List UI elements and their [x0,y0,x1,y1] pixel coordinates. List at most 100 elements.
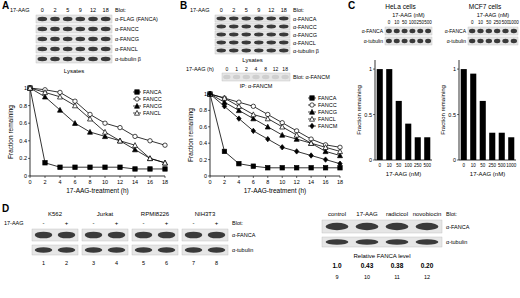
sign-label: + [65,220,69,226]
marker [148,167,152,171]
panel-label: C [348,0,355,11]
y-tick-label: 0.5 [364,112,372,118]
bar [508,137,514,160]
marker [265,124,270,129]
level-value: 1.0 [332,262,341,269]
blot-band [254,25,264,29]
chart-title: MCF7 cells [469,3,502,10]
blot-band [409,39,415,43]
blot-band [386,29,392,33]
bar [396,101,402,160]
blot-band [38,17,48,21]
marker [222,96,227,101]
x-tick-label: 0 [28,179,31,185]
blot-row-label: α-tubulin [232,247,253,253]
x-tick-label: 16 [322,179,328,185]
lane-label: 1 [235,66,238,72]
blot-band [88,17,98,21]
x-tick [311,176,312,178]
marker [222,104,226,109]
marker [309,141,314,146]
blot-band [229,49,239,53]
legend-label: FANCC [143,96,162,102]
y-tick [208,126,210,127]
y-tick-label: 0.8 [199,107,207,113]
y-axis-label: Fraction remaining [7,105,15,159]
sign-label: + [165,220,169,226]
x-axis-label: 17-AAG-treatment (h) [66,187,129,195]
x-tick-label: 50 [480,163,486,168]
blot-band [254,33,264,37]
treatment-label: 17-AAG (nM) [477,12,510,18]
x-axis [459,160,516,161]
drug-label: radicicol [386,211,408,217]
y-tick [28,105,30,106]
blot-band [88,57,98,61]
y-tick-label: 0.5 [448,112,456,118]
cell-line-label: NIH3T3 [195,211,216,217]
bar [405,124,411,160]
blot-band [38,37,48,41]
lane-label: 2 [245,66,248,72]
blot-band [35,232,52,239]
blot-header: Blot: [293,7,304,13]
x-tick-label: 500 [498,163,506,168]
y-axis-label: Fraction remaining [356,85,362,135]
sign-label: + [115,220,119,226]
y-tick [208,159,210,160]
marker [133,134,137,138]
x-tick-label: 12 [117,179,123,185]
legend-label: FANCG [143,103,162,109]
blot-band [267,33,277,37]
y-tick [373,160,375,161]
lane-label: 5 [66,7,69,13]
y-tick-label: 0.2 [199,157,207,163]
blot-strip [132,229,178,241]
x-tick-label: 10 [471,163,477,168]
y-tick [457,114,459,115]
blot-band [494,29,500,33]
blot-band [417,39,423,43]
blot-footer: Lysates [64,68,84,74]
lane-label: 12 [268,7,274,13]
marker [237,162,241,166]
blot-band [63,17,73,21]
blot-strip [82,229,128,241]
y-tick [28,140,30,141]
x-tick-label: 2 [43,179,46,185]
y-tick-label: 0.4 [19,138,27,144]
marker [103,121,107,125]
lane-number: 1 [42,260,45,266]
blot-band [76,47,86,51]
lane-label: 0 [41,7,44,13]
blot-band [272,75,279,79]
panel-label: B [180,0,187,11]
series-line [30,88,165,145]
blot-band [58,247,75,253]
x-tick-label: 4 [58,179,61,185]
marker [88,165,92,169]
ip-label: IP: α-FANCM [240,83,273,89]
y-tick-label: 0.6 [19,120,27,126]
blot-strip [36,25,112,33]
blot-row-label: α-FANCC [115,26,139,32]
marker [73,165,77,169]
blot-band [279,25,289,29]
x-tick [90,176,91,178]
lane-number: 6 [165,260,168,266]
lane-label: 10 [394,20,400,25]
marker [323,166,327,170]
marker [237,116,241,121]
blot-row-label: α-FANCC [293,24,317,30]
marker [28,85,33,90]
y-tick [208,143,210,144]
marker [251,112,256,117]
series-line [30,88,165,163]
marker [118,138,123,143]
lane-label: 0 [388,20,391,25]
blot-band [208,232,225,239]
plot-area [28,85,168,171]
lane-number: 3 [92,260,95,266]
blot-band [185,232,202,239]
y-tick [457,160,459,161]
